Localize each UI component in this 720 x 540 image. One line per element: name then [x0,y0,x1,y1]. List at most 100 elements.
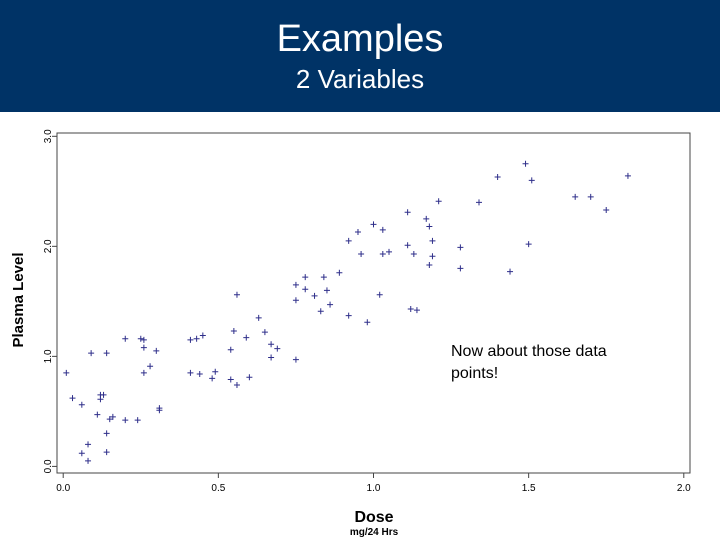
data-point [317,308,324,315]
data-point [404,242,411,249]
data-point [587,193,594,200]
data-point [302,274,309,281]
data-point [336,269,343,276]
data-point [407,306,414,313]
data-point [137,335,144,342]
data-point [193,335,200,342]
data-point [106,416,113,423]
data-point [345,237,352,244]
y-tick-label: 1.0 [43,349,54,363]
data-point [109,413,116,420]
data-point [255,314,262,321]
x-tick-label: 2.0 [677,483,691,494]
data-point [85,441,92,448]
header: Examples 2 Variables [0,0,720,112]
data-point [156,407,163,414]
annotation: Now about those data points! [451,343,607,382]
data-point [274,345,281,352]
title: Examples [276,18,444,60]
data-point [522,160,529,167]
data-point [69,395,76,402]
y-tick-label: 2.0 [43,239,54,253]
data-point [429,253,436,260]
data-point [85,457,92,464]
data-point [122,417,129,424]
x-tick-label: 1.5 [522,483,536,494]
data-point [63,369,70,376]
data-point [429,237,436,244]
data-point [320,274,327,281]
data-point [140,344,147,351]
data-point [88,350,95,357]
data-point [426,223,433,230]
x-axis-label: Dose [354,509,393,526]
data-point [100,391,107,398]
subtitle: 2 Variables [295,64,425,94]
data-point [134,417,141,424]
data-point [103,449,110,456]
data-point [435,198,442,205]
data-point [457,244,464,251]
y-tick-label: 3.0 [43,129,54,143]
x-tick-label: 0.5 [211,483,225,494]
data-point [94,411,101,418]
data-point [268,341,275,348]
data-point [227,346,234,353]
data-point [404,209,411,216]
data-point [354,229,361,236]
data-point [147,363,154,370]
data-point [187,336,194,343]
data-point [209,375,216,382]
data-point [196,370,203,377]
data-point [243,334,250,341]
data-point [103,350,110,357]
data-point [494,174,501,181]
data-point [78,450,85,457]
data-point [212,368,219,375]
data-point [358,251,365,258]
data-point [426,262,433,269]
data-point [423,215,430,222]
data-point [603,207,610,214]
data-point [78,401,85,408]
data-point [624,172,631,179]
data-point [140,336,147,343]
data-point [292,356,299,363]
data-point [413,307,420,314]
data-point [230,328,237,335]
data-point [246,374,253,381]
plot-frame [56,132,691,474]
data-point [261,329,268,336]
x-axis-sublabel: mg/24 Hrs [350,527,399,538]
data-point [379,251,386,258]
data-point [476,199,482,206]
x-tick-label: 0.0 [56,483,70,494]
data-point [311,292,318,299]
data-point [153,347,160,354]
data-point [528,177,535,184]
data-point [302,286,309,293]
data-point [227,376,234,383]
data-point [572,193,579,200]
data-point [268,354,275,361]
data-point [140,369,147,376]
data-point [103,430,110,437]
chart: Dose mg/24 Hrs Plasma Level 0.0 0.5 1.0 1.5… [10,129,691,538]
x-tick-label: 1.0 [367,483,381,494]
data-point [379,226,386,233]
data-point [376,291,383,298]
data-point [323,287,330,294]
y-axis-label: Plasma Level [10,252,27,347]
data-point [292,297,299,304]
data-point [386,248,393,255]
data-point [327,301,334,308]
data-point [507,268,514,275]
data-point [187,369,194,376]
data-point [233,381,240,388]
data-point [199,332,206,339]
data-point [410,251,417,258]
y-tick-label: 0.0 [43,459,54,473]
data-point [525,241,532,248]
data-point [364,319,371,326]
